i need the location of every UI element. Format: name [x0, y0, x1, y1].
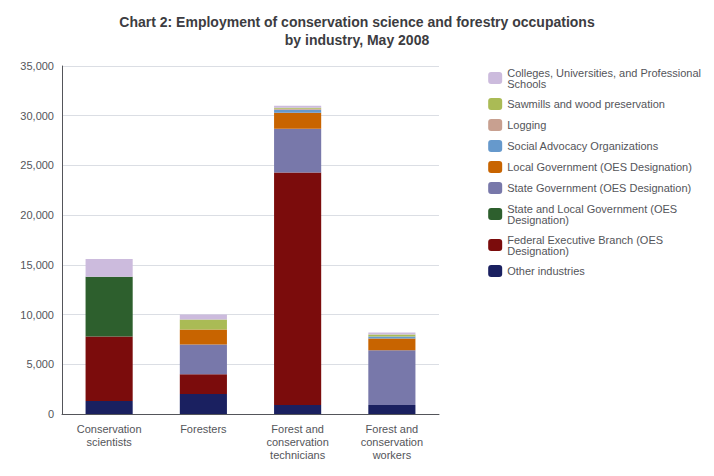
- svg-text:5,000: 5,000: [26, 358, 54, 370]
- svg-text:scientists: scientists: [87, 436, 133, 448]
- svg-text:Colleges, Universities, and Pr: Colleges, Universities, and Professional: [507, 66, 701, 79]
- svg-text:Other industries: Other industries: [507, 265, 585, 277]
- svg-text:Chart 2: Employment of conserv: Chart 2: Employment of conservation scie…: [119, 14, 595, 30]
- svg-text:25,000: 25,000: [20, 159, 54, 171]
- svg-text:Forest and: Forest and: [271, 423, 324, 435]
- svg-text:workers: workers: [372, 449, 412, 461]
- svg-text:conservation: conservation: [266, 436, 328, 448]
- svg-text:Sawmills and wood preservation: Sawmills and wood preservation: [507, 98, 665, 110]
- svg-text:by industry, May 2008: by industry, May 2008: [285, 32, 430, 48]
- svg-text:Conservation: Conservation: [77, 423, 142, 435]
- svg-text:Social Advocacy Organizations: Social Advocacy Organizations: [507, 140, 659, 152]
- svg-text:Logging: Logging: [507, 119, 546, 131]
- svg-text:Local Government (OES Designat: Local Government (OES Designation): [507, 161, 692, 173]
- svg-text:Foresters: Foresters: [180, 423, 227, 435]
- svg-text:20,000: 20,000: [20, 209, 54, 221]
- svg-text:technicians: technicians: [270, 449, 326, 461]
- svg-text:0: 0: [48, 408, 54, 420]
- svg-text:Federal Executive Branch (OES: Federal Executive Branch (OES: [507, 233, 664, 246]
- svg-text:State and Local Government (OE: State and Local Government (OES: [507, 202, 678, 215]
- svg-text:Designation): Designation): [507, 245, 569, 257]
- svg-text:conservation: conservation: [361, 436, 423, 448]
- svg-text:Designation): Designation): [507, 214, 569, 226]
- svg-text:15,000: 15,000: [20, 259, 54, 271]
- svg-text:10,000: 10,000: [20, 309, 54, 321]
- svg-text:30,000: 30,000: [20, 110, 54, 122]
- svg-text:Forest and: Forest and: [366, 423, 419, 435]
- svg-text:State Government (OES Designat: State Government (OES Designation): [507, 182, 691, 194]
- svg-text:Schools: Schools: [507, 78, 547, 90]
- svg-text:35,000: 35,000: [20, 60, 54, 72]
